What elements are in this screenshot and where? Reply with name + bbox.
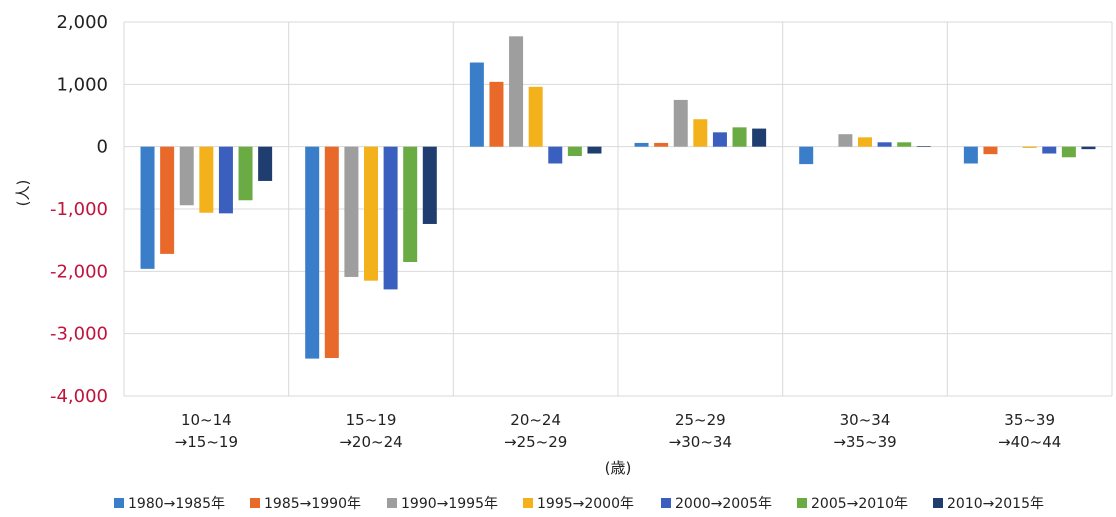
bar [799, 146, 814, 165]
bar [364, 146, 378, 281]
legend-label: 1990→1995年 [401, 496, 498, 512]
y-tick-label: -4,000 [50, 386, 108, 407]
bar [693, 119, 708, 147]
bar [489, 81, 504, 147]
bar [712, 132, 727, 147]
x-category-label: 30~34 [840, 411, 891, 429]
bar [1061, 146, 1076, 158]
bar [140, 146, 155, 269]
x-category-label: 15~19 [346, 411, 397, 429]
x-category-label: →25~29 [504, 433, 567, 451]
bar [238, 146, 253, 201]
bar [1081, 146, 1096, 150]
y-tick-label: -2,000 [50, 261, 108, 282]
bar [858, 137, 872, 147]
x-category-label: 10~14 [181, 411, 232, 429]
bar [305, 146, 320, 359]
bar [179, 146, 194, 206]
y-tick-label: 0 [97, 137, 108, 158]
y-tick-label: -3,000 [50, 324, 108, 345]
bar [983, 146, 998, 155]
x-category-label: 20~24 [510, 411, 561, 429]
y-axis-title: (人) [14, 180, 32, 207]
legend-swatch [797, 498, 807, 508]
bar [469, 62, 484, 147]
bar [1042, 146, 1057, 154]
bar [218, 146, 233, 214]
bar [422, 146, 437, 224]
bar [344, 146, 359, 277]
legend-label: 2005→2010年 [811, 496, 908, 512]
bar [567, 146, 582, 157]
bar [383, 146, 398, 290]
legend-label: 2010→2015年 [947, 496, 1044, 512]
bar [509, 36, 524, 147]
bar [877, 142, 892, 147]
legend-swatch [387, 498, 397, 508]
legend-swatch [250, 498, 260, 508]
bar [673, 99, 688, 147]
x-category-label: →30~34 [669, 433, 732, 451]
x-category-label: →35~39 [833, 433, 896, 451]
bar [587, 146, 602, 154]
x-axis-title: (歳) [605, 459, 632, 477]
bar [654, 142, 669, 147]
legend-swatch [523, 498, 533, 508]
x-category-label: →40~44 [998, 433, 1061, 451]
bar [1022, 146, 1037, 148]
y-tick-label: 1,000 [56, 74, 108, 95]
x-category-label: 25~29 [675, 411, 726, 429]
y-tick-label: 2,000 [56, 12, 108, 33]
legend-label: 2000→2005年 [675, 496, 772, 512]
bar [838, 134, 853, 147]
bar [258, 146, 273, 181]
y-tick-label: -1,000 [50, 199, 108, 220]
bar [160, 146, 175, 254]
bar [548, 146, 563, 164]
legend-swatch [933, 498, 943, 508]
x-category-label: 35~39 [1004, 411, 1055, 429]
bar [324, 146, 339, 358]
bar [897, 142, 912, 147]
bar [916, 146, 931, 147]
bar [732, 127, 747, 147]
legend-swatch [661, 498, 671, 508]
legend-label: 1995→2000年 [537, 496, 634, 512]
bar [752, 128, 767, 147]
bar [963, 146, 978, 164]
bar [403, 146, 418, 262]
bar [634, 142, 649, 147]
bar [528, 86, 543, 147]
bar [199, 146, 214, 213]
legend-swatch [114, 498, 124, 508]
x-category-label: →15~19 [175, 433, 238, 451]
x-category-label: →20~24 [339, 433, 402, 451]
legend-label: 1985→1990年 [264, 496, 361, 512]
legend-label: 1980→1985年 [128, 496, 225, 512]
